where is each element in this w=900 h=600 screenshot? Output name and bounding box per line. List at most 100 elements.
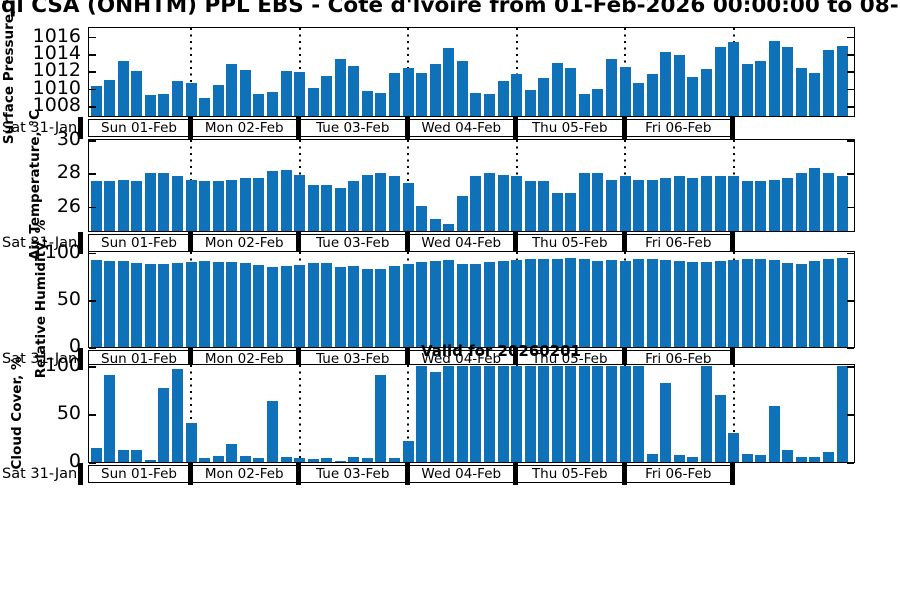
bar [429, 372, 441, 462]
bar [239, 177, 251, 231]
day-label: Tue 03-Feb [316, 234, 390, 251]
bar [646, 259, 658, 347]
day-label: Fri 06-Feb [645, 466, 712, 482]
bar [470, 263, 482, 347]
bar [687, 457, 699, 462]
bar [321, 458, 333, 462]
bar [619, 176, 631, 231]
day-label: Sun 01-Feb [101, 466, 177, 482]
day-label-cell: Sun 01-Feb [88, 465, 190, 483]
bar [443, 365, 455, 462]
bar [172, 176, 183, 231]
bar [728, 176, 739, 231]
bar [90, 85, 102, 116]
bar [334, 461, 346, 462]
bar [660, 51, 672, 116]
bar [456, 365, 468, 462]
day-label-cell: Mon 02-Feb [190, 118, 299, 137]
bar [551, 192, 563, 231]
day-separator-mark [513, 347, 518, 370]
bar [239, 262, 251, 347]
bar [483, 365, 495, 462]
day-label-cell: Tue 03-Feb [298, 118, 407, 137]
bar [185, 423, 197, 462]
bar [361, 174, 373, 231]
bar [172, 369, 183, 462]
bar [104, 261, 116, 347]
bar [511, 176, 522, 231]
day-boundary-dotted-line [515, 28, 518, 116]
bar [104, 375, 116, 462]
bar [578, 94, 590, 116]
bar [199, 97, 211, 116]
bar [307, 262, 319, 347]
valid-date-label: Valid for 20260201 [420, 342, 582, 360]
bar [673, 261, 685, 347]
bar [239, 70, 251, 116]
bar [389, 265, 400, 347]
day-label: Fri 06-Feb [645, 119, 712, 136]
bar [714, 176, 726, 231]
bar [402, 182, 414, 231]
x-start-label: Sat 31-Jan [2, 234, 78, 251]
bar [443, 47, 455, 116]
bar [416, 365, 428, 462]
bar [687, 262, 699, 347]
bar [104, 181, 116, 231]
bar [592, 172, 604, 231]
y-tick [847, 54, 854, 56]
bar [131, 262, 143, 347]
day-label-cell: Mon 02-Feb [190, 465, 299, 483]
bar [429, 64, 441, 116]
bar [565, 365, 577, 462]
y-tick-label: 30 [56, 128, 81, 150]
y-tick-label: 26 [56, 194, 81, 217]
day-label-cell: Sun 01-Feb [88, 349, 190, 368]
day-label-cell: Sun 01-Feb [88, 233, 190, 252]
bar [836, 258, 848, 347]
x-start-label: Sat 31-Jan [2, 466, 78, 482]
day-separator-mark [296, 116, 301, 139]
bar [266, 401, 278, 462]
bar [266, 266, 278, 347]
bar [131, 181, 143, 231]
bar [619, 66, 631, 116]
day-separator-mark [513, 463, 518, 485]
y-tick [89, 173, 96, 175]
day-label: Mon 02-Feb [204, 119, 284, 136]
bar [714, 46, 726, 116]
y-tick-label: 50 [56, 288, 81, 311]
bar [524, 181, 536, 231]
bar [443, 224, 455, 231]
y-tick [89, 88, 96, 91]
day-label-cell: Wed 04-Feb [407, 233, 516, 252]
day-boundary-dotted-line [298, 365, 301, 462]
y-tick [89, 54, 96, 56]
bar [266, 171, 278, 231]
y-tick [89, 206, 96, 209]
day-label: Sun 01-Feb [101, 350, 177, 367]
day-label-cell: Fri 06-Feb [624, 465, 733, 483]
bar [212, 181, 224, 231]
bar [741, 64, 753, 116]
bar [497, 261, 509, 347]
day-label-cell: Thu 05-Feb [515, 233, 624, 252]
bar [660, 382, 672, 462]
bar [361, 458, 373, 462]
bar [823, 172, 834, 231]
bar [633, 179, 645, 231]
y-tick [89, 106, 96, 108]
bar [334, 187, 346, 231]
day-separator-mark [621, 116, 627, 139]
bar [755, 60, 767, 116]
y-tick-label: 1016 [32, 24, 81, 47]
bar [361, 90, 373, 116]
y-tick [89, 36, 96, 39]
day-label-cell: Wed 04-Feb [407, 118, 516, 137]
bar [416, 262, 428, 347]
bar [551, 63, 563, 116]
day-separator-mark [513, 231, 518, 254]
day-separator-mark [730, 231, 735, 254]
y-tick [89, 366, 96, 368]
